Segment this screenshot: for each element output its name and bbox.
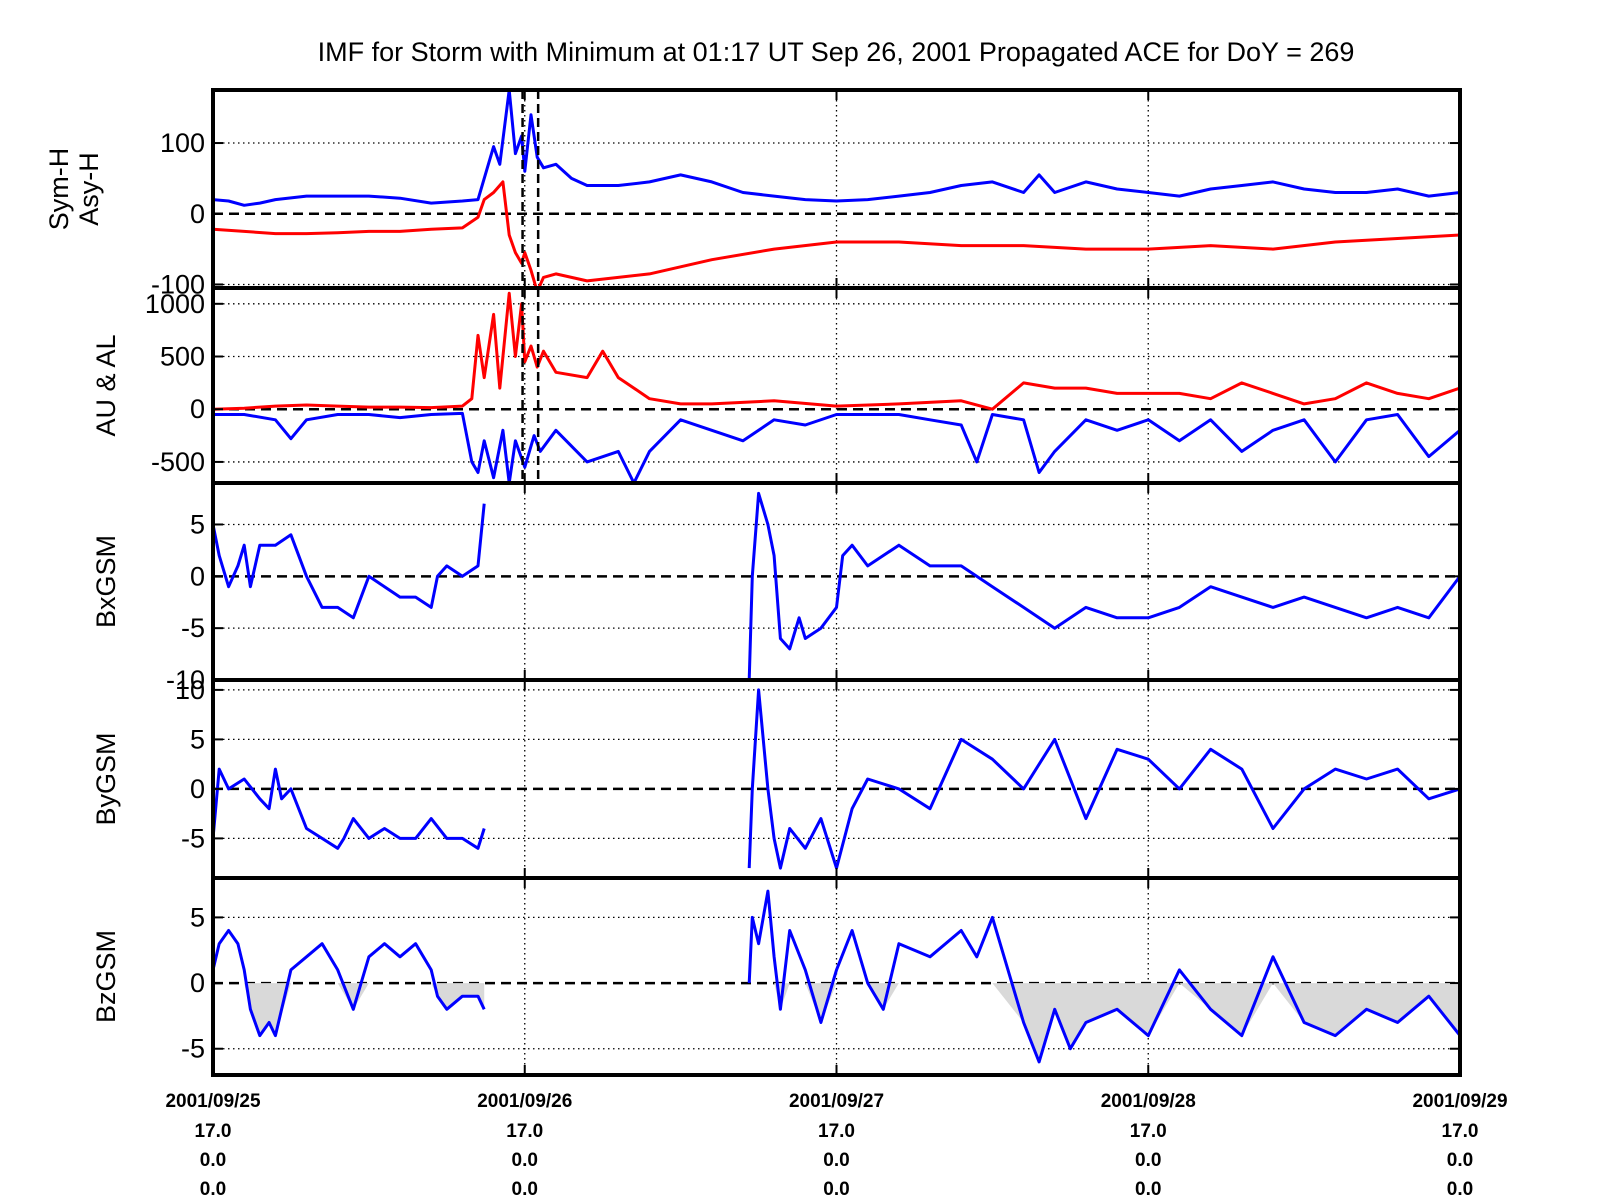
- negative-fill-2: [749, 983, 1460, 1062]
- x-tick-label-group: 2001/09/29 17.0 0.0 0.0: [1412, 1091, 1507, 1200]
- y-tick-label: 100: [160, 128, 205, 158]
- negative-fill-1: [213, 983, 485, 1036]
- x-tick-label: 17.0: [1130, 1121, 1167, 1142]
- x-tick-label-group: 2001/09/26 17.0 0.0 0.0: [477, 1091, 572, 1200]
- x-tick-label: 0.0: [823, 1150, 849, 1171]
- y-tick-label: 0: [190, 394, 205, 424]
- x-tick-label: 17.0: [818, 1121, 855, 1142]
- panel-2: 1000 500 0 -500 AU & AL: [91, 286, 1462, 485]
- plot-area: [213, 491, 1460, 680]
- y-tick-label: 10: [175, 675, 205, 705]
- plot-area: [213, 291, 1460, 483]
- x-tick-label: 0.0: [1447, 1179, 1473, 1200]
- y-tick-label: 1000: [145, 289, 205, 319]
- series-line-2: [747, 491, 1460, 680]
- x-tick-labels: 2001/09/25 17.0 0.0 0.0 2001/09/26 17.0 0.0 0.0…: [165, 1091, 1507, 1200]
- x-tick-label: 17.0: [195, 1121, 232, 1142]
- y-axis-label: Asy-H: [74, 152, 104, 226]
- y-tick-label: 0: [190, 561, 205, 591]
- y-axis-label: AU & AL: [91, 334, 121, 436]
- y-tick-label: 0: [190, 968, 205, 998]
- series-line-1: [213, 291, 1460, 411]
- x-tick-label: 0.0: [512, 1179, 538, 1200]
- panel-1: 100 0 -100 Sym-H Asy-H: [44, 88, 1462, 299]
- y-tick-label: -5: [181, 613, 205, 643]
- series-line-2: [213, 180, 1460, 288]
- y-tick-label: -100: [151, 269, 205, 299]
- series-line-2: [747, 889, 1460, 1064]
- x-tick-label: 2001/09/28: [1101, 1091, 1196, 1112]
- panel-frame: [211, 481, 1462, 682]
- panel-4: 10 5 0 -5 ByGSM: [91, 675, 1462, 880]
- y-tick-label: 0: [190, 774, 205, 804]
- x-tick-label: 2001/09/26: [477, 1091, 572, 1112]
- panel-3: 5 0 -5 -10 BxGSM: [91, 481, 1462, 695]
- panel-frame: [211, 678, 1462, 880]
- x-tick-label-group: 2001/09/28 17.0 0.0 0.0: [1101, 1091, 1196, 1200]
- series-line-1: [213, 767, 486, 850]
- x-tick-label: 0.0: [1135, 1150, 1161, 1171]
- y-axis-label: BxGSM: [91, 535, 121, 628]
- x-tick-label: 2001/09/29: [1412, 1091, 1507, 1112]
- plot-area: [213, 90, 1460, 288]
- x-tick-label: 0.0: [200, 1150, 226, 1171]
- series-line-1: [213, 503, 486, 620]
- plot-area: [213, 889, 1460, 1064]
- x-tick-label: 17.0: [506, 1121, 543, 1142]
- x-tick-label: 0.0: [1135, 1179, 1161, 1200]
- y-tick-label: 5: [190, 902, 205, 932]
- panel-5: 5 0 -5 BzGSM: [91, 876, 1462, 1077]
- x-tick-label-group: 2001/09/27 17.0 0.0 0.0: [789, 1091, 884, 1200]
- y-axis-label: BzGSM: [91, 930, 121, 1023]
- x-tick-label: 2001/09/27: [789, 1091, 884, 1112]
- panel-frame: [211, 88, 1462, 290]
- y-tick-label: -500: [151, 447, 205, 477]
- y-tick-label: -5: [181, 1034, 205, 1064]
- x-tick-label: 17.0: [1442, 1121, 1479, 1142]
- y-tick-label: 500: [160, 342, 205, 372]
- x-tick-label: 0.0: [512, 1150, 538, 1171]
- y-axis-label: Sym-H: [44, 148, 74, 231]
- x-tick-label: 0.0: [200, 1179, 226, 1200]
- series-line-2: [213, 411, 1460, 483]
- y-tick-label: -10: [166, 665, 205, 695]
- series-line-1: [213, 90, 1460, 207]
- y-tick-label: 5: [190, 724, 205, 754]
- y-axis-label: ByGSM: [91, 732, 121, 825]
- series-line-2: [747, 688, 1460, 870]
- x-tick-label: 0.0: [823, 1179, 849, 1200]
- x-tick-label: 2001/09/25: [165, 1091, 261, 1112]
- plot-area: [213, 688, 1460, 870]
- y-tick-label: -5: [181, 823, 205, 853]
- chart-title: IMF for Storm with Minimum at 01:17 UT S…: [318, 37, 1355, 67]
- panel-frame: [211, 876, 1462, 1077]
- series-line-1: [213, 929, 486, 1038]
- x-tick-label-group: 2001/09/25 17.0 0.0 0.0: [165, 1091, 261, 1200]
- y-tick-label: 5: [190, 509, 205, 539]
- x-tick-label: 0.0: [1447, 1150, 1473, 1171]
- y-tick-label: 0: [190, 199, 205, 229]
